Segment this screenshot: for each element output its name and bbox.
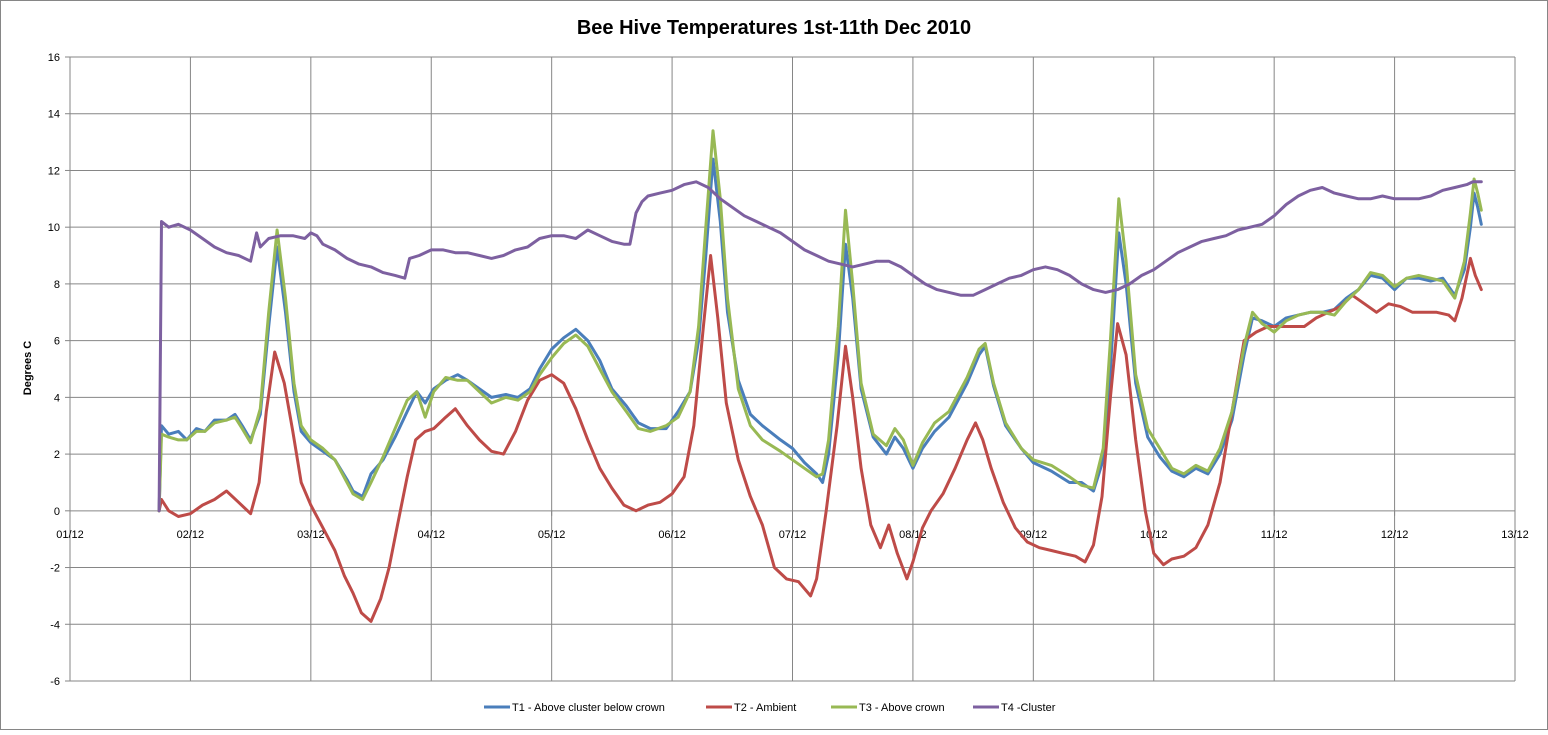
series-line-4 bbox=[157, 180, 1483, 513]
x-tick-label: 09/12 bbox=[1020, 529, 1048, 541]
y-axis-label: Degrees C bbox=[22, 341, 34, 395]
y-tick-label: 4 bbox=[54, 392, 60, 404]
x-tick-label: 11/12 bbox=[1261, 529, 1288, 541]
x-tick-label: 02/12 bbox=[177, 529, 205, 541]
x-tick-label: 10/12 bbox=[1140, 529, 1168, 541]
legend-label-3: T3 - Above crown bbox=[859, 702, 945, 714]
chart-title: Bee Hive Temperatures 1st-11th Dec 2010 bbox=[577, 17, 971, 39]
x-tick-label: 01/12 bbox=[56, 529, 84, 541]
x-tick-label: 12/12 bbox=[1381, 529, 1409, 541]
axes bbox=[65, 56, 1516, 682]
y-tick-label: 16 bbox=[48, 52, 60, 64]
y-tick-label: -2 bbox=[50, 563, 60, 575]
series-lines bbox=[157, 129, 1483, 623]
legend-label-1: T1 - Above cluster below crown bbox=[512, 702, 665, 714]
x-tick-label: 03/12 bbox=[297, 529, 325, 541]
x-tick-label: 06/12 bbox=[658, 529, 686, 541]
y-tick-label: 0 bbox=[54, 506, 60, 518]
legend-label-2: T2 - Ambient bbox=[734, 702, 796, 714]
series-line-2 bbox=[157, 254, 1483, 623]
legend: T1 - Above cluster below crown T2 - Ambie… bbox=[484, 702, 1056, 714]
y-tick-label: 12 bbox=[48, 165, 60, 177]
y-tick-label: 2 bbox=[54, 449, 60, 461]
x-tick-label: 04/12 bbox=[417, 529, 445, 541]
y-tick-label: 14 bbox=[48, 109, 60, 121]
x-tick-label: 07/12 bbox=[779, 529, 807, 541]
y-tick-label: -6 bbox=[50, 676, 60, 688]
series-line-3 bbox=[157, 129, 1483, 513]
x-tick-label: 13/12 bbox=[1501, 529, 1529, 541]
y-tick-label: 10 bbox=[48, 222, 60, 234]
y-tick-labels: -6 -4 -2 0 2 4 6 8 10 12 14 16 bbox=[48, 52, 60, 688]
x-tick-label: 05/12 bbox=[538, 529, 566, 541]
legend-label-4: T4 -Cluster bbox=[1001, 702, 1056, 714]
y-tick-label: -4 bbox=[50, 619, 60, 631]
y-tick-label: 6 bbox=[54, 336, 60, 348]
grid-lines bbox=[70, 56, 1516, 682]
y-tick-label: 8 bbox=[54, 279, 60, 291]
